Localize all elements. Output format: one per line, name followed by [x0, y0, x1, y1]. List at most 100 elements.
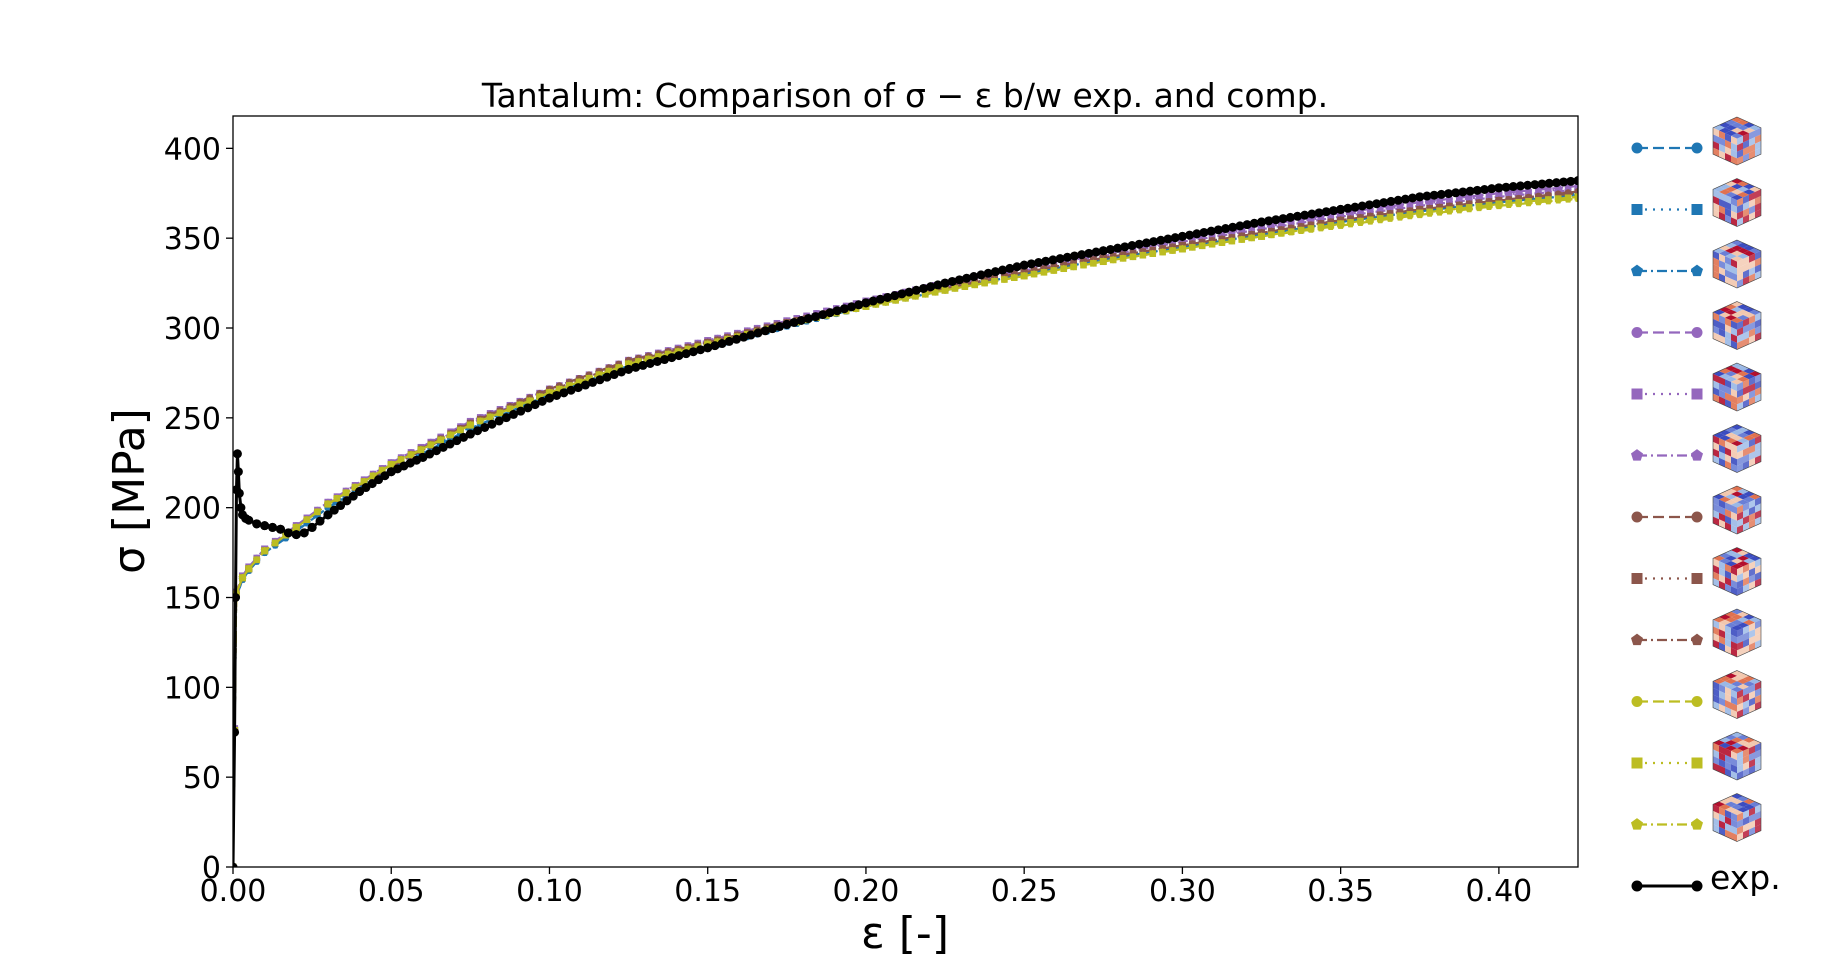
series-12-marker [796, 315, 806, 325]
x-tick-label: 0.20 [833, 874, 900, 909]
legend-marker [1631, 880, 1643, 892]
series-11-marker [1267, 231, 1276, 239]
series-12-marker [667, 353, 677, 363]
series-11-marker [1139, 251, 1147, 259]
x-tick-label: 0.15 [674, 874, 741, 909]
series-12-marker [609, 370, 619, 380]
series-12-marker [1307, 209, 1317, 219]
series-12-marker [1494, 183, 1504, 193]
series-11-marker [1445, 207, 1454, 215]
series-11-marker [261, 546, 269, 554]
series-12-marker [1278, 214, 1288, 224]
y-axis: 0 50 100 150 200 250 300 350 400 [164, 132, 233, 886]
series-11-marker [1386, 215, 1394, 222]
series-11-marker [1287, 228, 1295, 236]
series-12-marker [962, 273, 972, 283]
series-12-marker [998, 265, 1008, 275]
series-12-marker [1537, 179, 1547, 189]
microstructure-cube-icon [1712, 362, 1762, 412]
y-axis-label: σ [MPa] [104, 408, 155, 574]
series-12-marker [252, 519, 262, 529]
series-12-marker [1292, 211, 1302, 221]
series-11-marker [1337, 221, 1345, 229]
series-12-marker [501, 413, 511, 423]
series-12-marker [1005, 263, 1015, 273]
series-12-marker [537, 396, 547, 406]
microstructure-cube-icon [1712, 301, 1762, 350]
microstructure-cube-icon [1712, 178, 1762, 227]
series-12-marker [1422, 191, 1432, 201]
series-12-marker [990, 267, 1000, 277]
series-11-marker [1416, 211, 1424, 218]
series-12-marker [645, 358, 655, 368]
series-12-marker [1098, 246, 1108, 256]
series-12-marker [323, 510, 333, 520]
legend-item-9 [1631, 670, 1762, 719]
series-12-marker [523, 403, 533, 413]
series-12-marker [342, 496, 352, 506]
series-12-marker [1213, 225, 1223, 235]
series-11-marker [1010, 273, 1018, 281]
series-12-marker [1264, 216, 1274, 226]
series-11-marker [1129, 253, 1137, 260]
y-tick-label: 300 [164, 312, 221, 347]
series-12-marker [1508, 182, 1518, 192]
x-tick-label: 0.05 [358, 874, 425, 909]
series-11-marker [1396, 213, 1404, 221]
series-12-marker [1314, 208, 1324, 218]
series-12-marker [616, 367, 626, 377]
legend-item-3 [1631, 301, 1762, 350]
series-11-marker [1020, 272, 1028, 279]
series-12-marker [275, 524, 285, 534]
series-12-marker [1062, 252, 1072, 262]
y-tick-label: 350 [164, 222, 221, 257]
series-12-marker [789, 317, 799, 327]
legend-marker [1691, 757, 1703, 769]
series-12-marker [1048, 255, 1058, 265]
series-5 [233, 185, 1578, 867]
legend-marker [1691, 696, 1703, 707]
series-12-marker [674, 351, 684, 361]
legend-marker [1630, 633, 1644, 646]
x-axis: 0.00 0.05 0.10 0.15 0.20 0.25 0.30 0.35 0.40 [200, 867, 1532, 909]
series-12-marker [947, 276, 957, 286]
series-12-marker [1091, 247, 1101, 257]
series-11-marker [1089, 259, 1098, 267]
series-12-marker [696, 345, 706, 355]
series-11-marker [342, 488, 350, 496]
series-12-marker [473, 426, 483, 436]
series-12-marker [1357, 201, 1367, 211]
series-12-marker [746, 330, 756, 340]
series-11-marker [941, 286, 949, 294]
series-12-marker [559, 388, 569, 398]
series-11-marker [1228, 237, 1236, 245]
x-tick-label: 0.00 [200, 874, 267, 909]
series-11-marker [1060, 264, 1068, 272]
series-12-marker [1343, 203, 1353, 213]
series-12-marker [1170, 233, 1180, 243]
series-12-marker [1472, 185, 1482, 195]
series-11-marker [437, 436, 445, 443]
series-12-marker [753, 328, 763, 338]
series-12-marker [1400, 194, 1410, 204]
legend-item-10 [1631, 731, 1762, 781]
series-3 [233, 182, 1578, 867]
series-11-marker [1050, 266, 1058, 274]
series-11-marker [1307, 225, 1315, 233]
legend-marker [1691, 327, 1703, 338]
legend-marker [1631, 204, 1643, 215]
legend-marker [1691, 880, 1703, 892]
legend-item-12: exp. [1631, 858, 1781, 897]
y-tick-label: 50 [183, 761, 221, 796]
series-12-marker [739, 332, 749, 342]
series-11-marker [271, 539, 279, 547]
series-12-marker [1228, 222, 1238, 232]
legend-marker [1690, 818, 1704, 830]
series-11-marker [1257, 232, 1266, 240]
series-11-marker [1366, 217, 1374, 225]
series-4 [233, 184, 1578, 867]
series-12-marker [1285, 212, 1295, 222]
microstructure-cube-icon [1712, 731, 1762, 781]
series-11-marker [1317, 224, 1325, 232]
series-11-point [245, 564, 253, 573]
